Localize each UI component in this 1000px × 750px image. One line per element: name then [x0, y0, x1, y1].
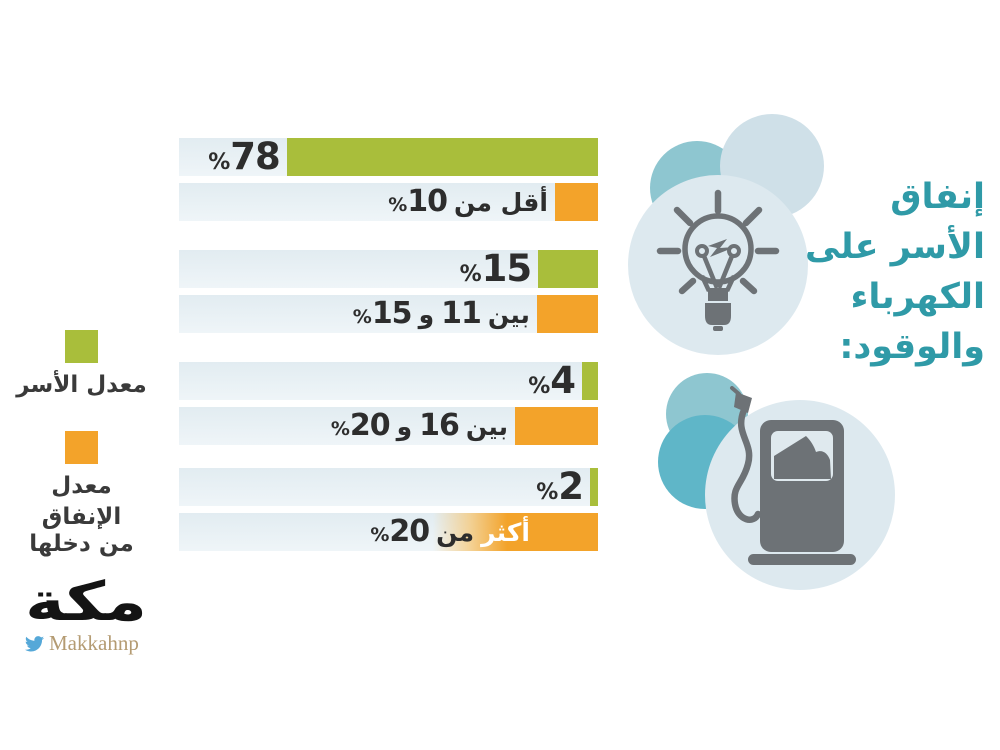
title-line-2: الأسر على — [804, 227, 985, 267]
title-line-4: والوقود: — [839, 327, 985, 367]
percent-sign: % — [352, 306, 372, 328]
range-number: % 10 — [388, 184, 448, 219]
range-number-value: 15 — [371, 296, 413, 331]
infographic-title: إنفاق الأسر على الكهرباء والوقود: — [755, 172, 985, 372]
bar-track — [179, 183, 598, 221]
percent-sign: % — [208, 150, 231, 175]
light-bulb-icon — [656, 189, 780, 331]
range-number-value: 16 — [419, 408, 460, 443]
range-number: % 20 — [330, 408, 391, 443]
range-number: 16 — [419, 408, 460, 443]
title-line-1: إنفاق — [890, 177, 985, 217]
bar-track — [179, 468, 598, 506]
range-word: بين — [487, 300, 530, 329]
percent-sign: % — [388, 194, 408, 216]
bar-spending-range: بين 11 و% 15 — [353, 293, 530, 335]
range-word: أكثر — [481, 518, 530, 547]
twitter-icon — [25, 635, 44, 651]
range-word: و — [396, 412, 413, 441]
title-line-3: الكهرباء — [850, 277, 985, 317]
bar-spending — [432, 513, 598, 551]
households-percent-value: 4 — [550, 359, 576, 402]
fuel-pump-icon — [730, 386, 856, 565]
range-number: % 15 — [352, 296, 413, 331]
percent-sign: % — [459, 262, 482, 287]
twitter-handle: Makkahnp — [49, 631, 139, 655]
bar-households — [582, 362, 598, 400]
legend-label-spending-line2: من دخلها — [29, 531, 134, 557]
percent-sign: % — [330, 418, 350, 440]
range-number-value: 20 — [389, 514, 430, 549]
bar-spending-range: بين 16 و% 20 — [331, 405, 508, 447]
bar-households — [538, 250, 598, 288]
makkah-logo: مكة Makkahnp — [25, 574, 147, 656]
range-word: و — [418, 300, 435, 329]
legend-swatch-spending — [65, 431, 98, 464]
bar-households-value: % 4 — [528, 359, 576, 402]
range-number: 11 — [441, 296, 482, 331]
bar-track — [179, 362, 598, 400]
range-number-value: 20 — [349, 408, 391, 443]
bar-households — [590, 468, 598, 506]
makkah-logo-text: مكة — [25, 570, 147, 633]
bar-track — [179, 250, 598, 288]
bar-spending-range: أقل من% 10 — [388, 181, 548, 223]
bar-spending — [554, 183, 598, 221]
legend-swatch-households — [65, 330, 98, 363]
households-percent-value: 78 — [230, 135, 280, 178]
bar-households — [286, 138, 598, 176]
legend-label-households: معدل الأسر — [16, 372, 147, 398]
bar-households-value: % 15 — [459, 247, 533, 290]
percent-sign: % — [536, 480, 559, 505]
households-percent-value: 2 — [558, 465, 584, 508]
households-percent-value: 15 — [481, 247, 532, 290]
percent-sign: % — [528, 374, 551, 399]
bar-households-value: % 2 — [536, 465, 584, 508]
range-word: أقل من — [453, 188, 548, 217]
range-number-value: 11 — [441, 296, 482, 331]
bar-spending — [536, 295, 598, 333]
range-number: % 20 — [370, 514, 430, 549]
range-word: من — [436, 518, 475, 547]
bar-spending-range: أكثر من% 20 — [370, 511, 530, 553]
bar-spending — [515, 407, 598, 445]
bar-households-value: % 78 — [208, 135, 281, 178]
range-word: بين — [465, 412, 509, 441]
bar-track — [179, 295, 598, 333]
legend-label-spending-line1: معدل الإنفاق — [41, 473, 122, 530]
percent-sign: % — [370, 524, 390, 546]
chart-legend: معدل الأسر معدل الإنفاق من دخلها — [14, 330, 149, 560]
range-number-value: 10 — [407, 184, 448, 219]
